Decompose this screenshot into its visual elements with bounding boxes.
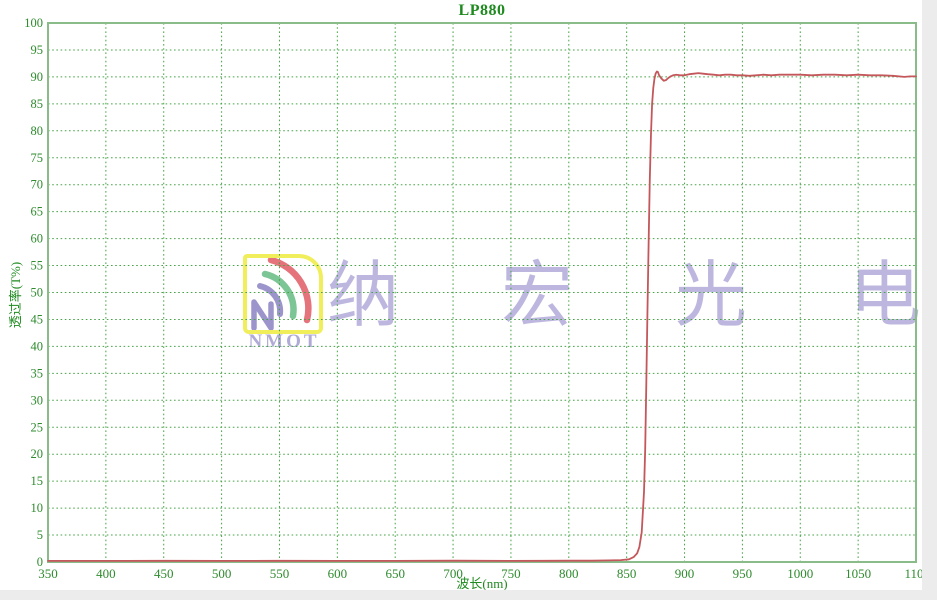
y-tick-label: 85: [31, 97, 44, 111]
chart-title: LP880: [458, 2, 506, 19]
y-tick-label: 40: [31, 339, 44, 353]
x-tick-label: 450: [154, 566, 174, 581]
y-tick-label: 35: [31, 366, 44, 380]
y-tick-label: 5: [37, 528, 43, 542]
y-tick-label: 75: [31, 151, 44, 165]
y-tick-label: 65: [31, 205, 44, 219]
plot-border: [47, 22, 917, 563]
x-tick-label: 350: [38, 566, 58, 581]
x-tick-label: 950: [733, 566, 753, 581]
y-tick-label: 10: [31, 501, 44, 515]
x-tick-label: 850: [617, 566, 637, 581]
x-tick-label: 600: [328, 566, 348, 581]
y-tick-label: 100: [24, 16, 43, 30]
x-tick-label: 800: [559, 566, 579, 581]
x-tick-label: 500: [212, 566, 232, 581]
y-tick-label: 50: [31, 286, 44, 300]
x-tick-label: 550: [270, 566, 290, 581]
nmot-logo-text: NMOT: [248, 331, 320, 352]
watermark-company-text: 纳 宏 光 电: [327, 256, 937, 336]
y-tick-label: 60: [31, 232, 44, 246]
y-tick-label: 80: [31, 124, 44, 138]
y-tick-label: 90: [31, 70, 44, 84]
y-tick-label: 25: [31, 420, 44, 434]
x-tick-label: 900: [675, 566, 695, 581]
y-tick-label: 20: [31, 447, 44, 461]
y-tick-label: 45: [31, 312, 44, 326]
x-tick-label: 1050: [845, 566, 871, 581]
right-edge-strip: [922, 0, 937, 600]
bottom-edge-strip: [0, 590, 937, 600]
y-tick-label: 70: [31, 178, 44, 192]
y-tick-label: 0: [37, 555, 43, 569]
x-tick-label: 1000: [787, 566, 813, 581]
y-tick-label: 30: [31, 393, 44, 407]
x-tick-label: 650: [385, 566, 405, 581]
logo-n-letter-icon: [251, 299, 274, 331]
y-tick-label: 55: [31, 259, 44, 273]
logo-green-arc-icon: [261, 270, 297, 320]
y-tick-label: 95: [31, 43, 44, 57]
transmission-curve: [47, 70, 917, 562]
x-tick-label: 400: [96, 566, 116, 581]
x-tick-label: 750: [501, 566, 521, 581]
logo-purple-arc-icon: [257, 283, 284, 317]
nmot-logo-arcs-icon: [251, 256, 312, 331]
x-tick-label: 700: [443, 566, 463, 581]
nmot-logo: [243, 254, 323, 334]
y-tick-label: 15: [31, 474, 44, 488]
x-axis-label: 波长(nm): [456, 576, 508, 591]
